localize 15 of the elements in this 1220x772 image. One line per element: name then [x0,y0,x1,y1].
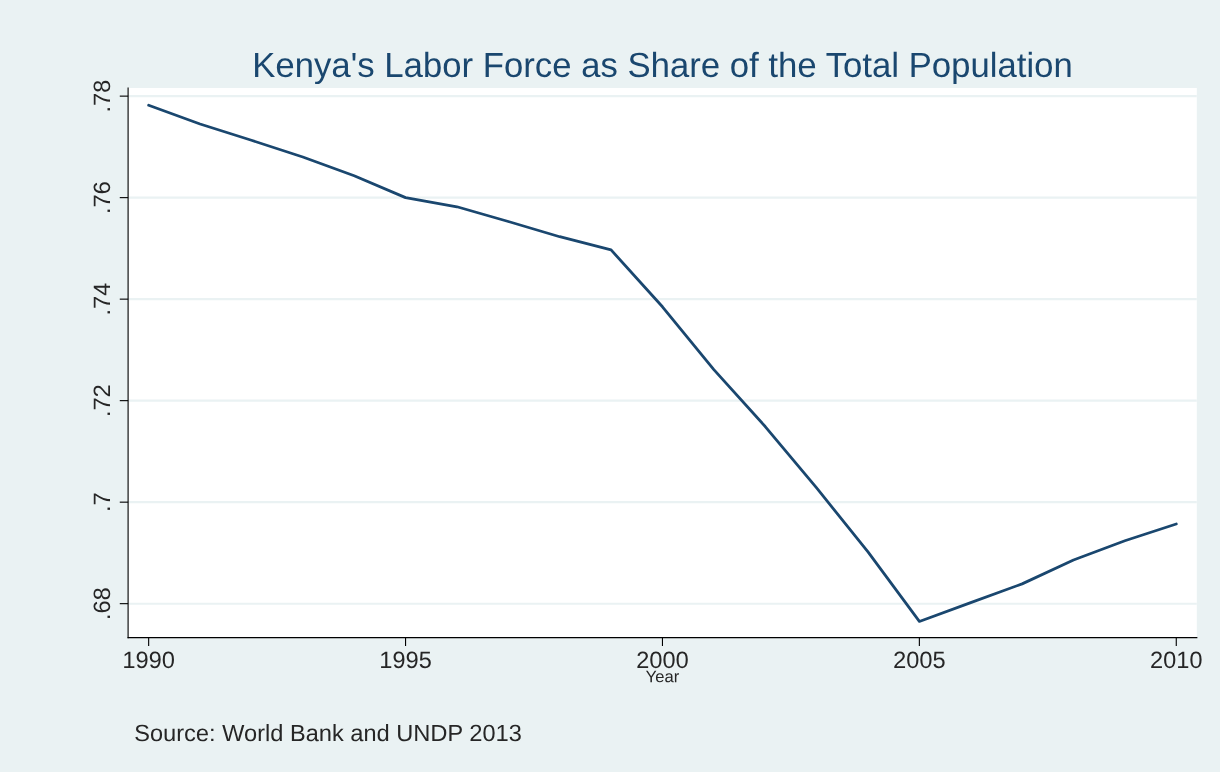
x-tick-label: 1990 [124,651,174,669]
y-tick-label: .74 [93,283,111,314]
x-tick-label: 2010 [1151,651,1202,669]
y-tick-label: .72 [93,385,111,415]
y-tick-label: .78 [93,80,111,111]
x-tick-label: 2000 [637,651,688,669]
y-tick-label: .7 [93,493,111,510]
chart-title: Kenya's Labor Force as Share of the Total Population [255,51,1071,85]
x-axis-title: Year [645,670,680,683]
x-tick-label: 1995 [381,651,431,669]
source-note: Source: World Bank and UNDP 2013 [135,724,521,742]
y-tick-label: .76 [93,182,111,212]
line-series [147,103,1178,623]
x-tick-label: 2005 [894,651,945,669]
y-tick-label: .68 [93,588,111,618]
